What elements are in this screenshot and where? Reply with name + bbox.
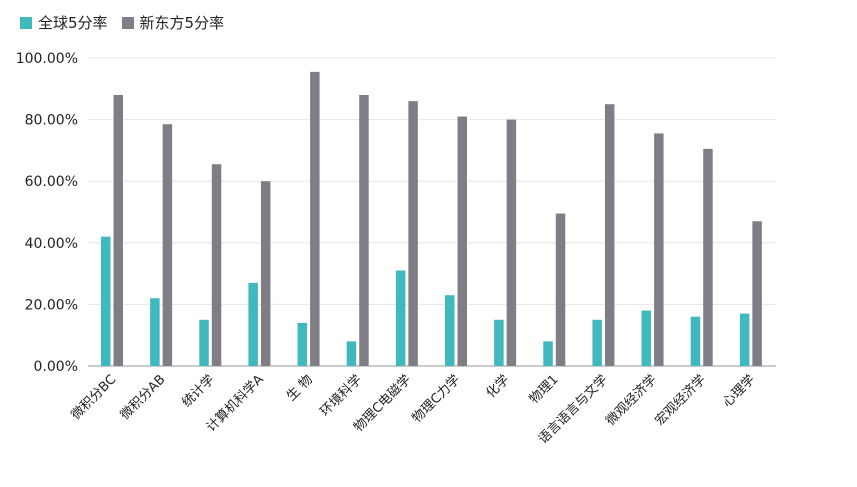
- bar-global: [101, 236, 111, 366]
- bar-global: [150, 298, 160, 366]
- bar-xdf: [113, 94, 123, 367]
- x-tick-label: 环境科学: [317, 372, 365, 420]
- x-tick-label: 统计学: [179, 372, 218, 411]
- bar-xdf: [408, 101, 418, 367]
- y-tick-label: 40.00%: [25, 236, 78, 252]
- x-tick-label: 微观经济学: [603, 372, 660, 429]
- legend-item-xdf: 新东方5分率: [121, 12, 225, 33]
- bar-xdf: [506, 119, 517, 366]
- x-tick-label: 微积分AB: [118, 372, 169, 423]
- bar-xdf: [654, 133, 664, 366]
- bar-global: [346, 341, 357, 366]
- legend-swatch-global: [20, 16, 32, 29]
- y-tick-label: 80.00%: [25, 113, 78, 129]
- legend-swatch-xdf: [121, 16, 134, 29]
- x-tick-label: 微积分BC: [69, 372, 120, 423]
- bar-global: [641, 310, 652, 366]
- bar-global: [543, 341, 553, 366]
- bar-xdf: [752, 221, 762, 366]
- legend-item-global: 全球5分率: [20, 12, 108, 33]
- legend-label-xdf: 新东方5分率: [139, 14, 225, 32]
- bar-xdf: [604, 104, 615, 366]
- x-tick-label: 物理C力学: [409, 372, 464, 427]
- bar-global: [494, 319, 504, 366]
- bar-xdf: [359, 94, 369, 367]
- bar-xdf: [162, 124, 173, 366]
- bar-xdf: [703, 148, 713, 366]
- x-tick-label: 宏观经济学: [652, 372, 709, 429]
- legend: 全球5分率 新东方5分率: [20, 12, 224, 33]
- x-tick-label: 心理学: [719, 372, 758, 411]
- bar-global: [592, 319, 602, 366]
- bar-xdf: [260, 181, 271, 366]
- x-tick-label: 化学: [483, 372, 513, 402]
- y-tick-label: 60.00%: [25, 174, 78, 190]
- bar-xdf: [457, 116, 467, 367]
- x-tick-label: 物理1: [527, 372, 562, 407]
- bar-xdf: [555, 213, 566, 366]
- bar-global: [199, 319, 209, 366]
- bar-global: [395, 270, 406, 366]
- bar-global: [739, 313, 750, 366]
- x-tick-label: 生 物: [284, 372, 316, 404]
- legend-label-global: 全球5分率: [38, 14, 108, 32]
- bar-global: [445, 295, 455, 366]
- bar-xdf: [310, 71, 320, 367]
- y-tick-label: 0.00%: [34, 359, 78, 375]
- bar-global: [690, 316, 701, 366]
- bar-global: [248, 282, 258, 366]
- bar-global: [297, 322, 308, 366]
- y-tick-label: 20.00%: [25, 297, 78, 313]
- bar-xdf: [211, 164, 222, 366]
- y-tick-label: 100.00%: [16, 51, 78, 67]
